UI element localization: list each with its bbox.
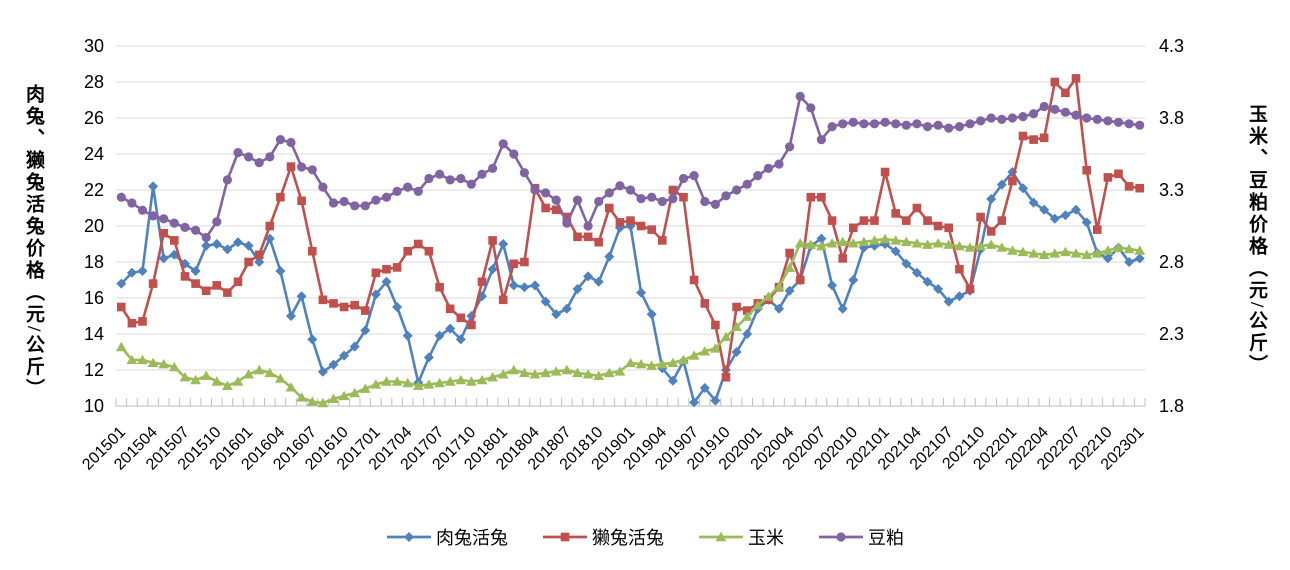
legend-item-corn: 玉米	[698, 524, 784, 550]
y-right-tick-label: 1.8	[1159, 396, 1184, 416]
y-right-tick-label: 4.3	[1159, 36, 1184, 56]
diamond-marker-icon	[387, 532, 431, 542]
series-豆粕	[116, 91, 1145, 243]
legend-item-soybean-meal: 豆粕	[818, 524, 904, 550]
legend-label-rex-rabbit: 獭兔活兔	[592, 528, 664, 548]
y-right-tick-label: 3.3	[1159, 180, 1184, 200]
chart-legend: 肉兔活兔 獭兔活兔 玉米 豆粕	[0, 524, 1290, 550]
y-left-tick-label: 12	[84, 360, 104, 380]
series-玉米	[115, 233, 1146, 408]
y-right-tick-label: 3.8	[1159, 108, 1184, 128]
y-left-tick-label: 18	[84, 252, 104, 272]
triangle-marker-icon	[699, 531, 743, 542]
y-right-tick-label: 2.3	[1159, 324, 1184, 344]
legend-label-soybean-meal: 豆粕	[868, 528, 904, 548]
y-left-tick-label: 28	[84, 72, 104, 92]
y-left-tick-label: 22	[84, 180, 104, 200]
y-left-tick-label: 16	[84, 288, 104, 308]
square-marker-icon	[543, 532, 587, 542]
y-left-tick-label: 30	[84, 36, 104, 56]
left-axis-title: 肉兔、獭兔活兔价格（元/公斤）	[23, 84, 44, 401]
y-left-tick-label: 24	[84, 144, 104, 164]
y-right-tick-label: 2.8	[1159, 252, 1184, 272]
legend-label-corn: 玉米	[748, 528, 784, 548]
right-axis-title: 玉米、豆粕价格（元/公斤）	[1246, 104, 1267, 377]
legend-item-meat-rabbit: 肉兔活兔	[386, 524, 508, 550]
y-left-tick-label: 26	[84, 108, 104, 128]
legend-item-rex-rabbit: 獭兔活兔	[542, 524, 664, 550]
legend-label-meat-rabbit: 肉兔活兔	[436, 528, 508, 548]
circle-marker-icon	[819, 532, 863, 542]
y-left-tick-label: 14	[84, 324, 104, 344]
y-left-tick-label: 10	[84, 396, 104, 416]
y-left-tick-label: 20	[84, 216, 104, 236]
